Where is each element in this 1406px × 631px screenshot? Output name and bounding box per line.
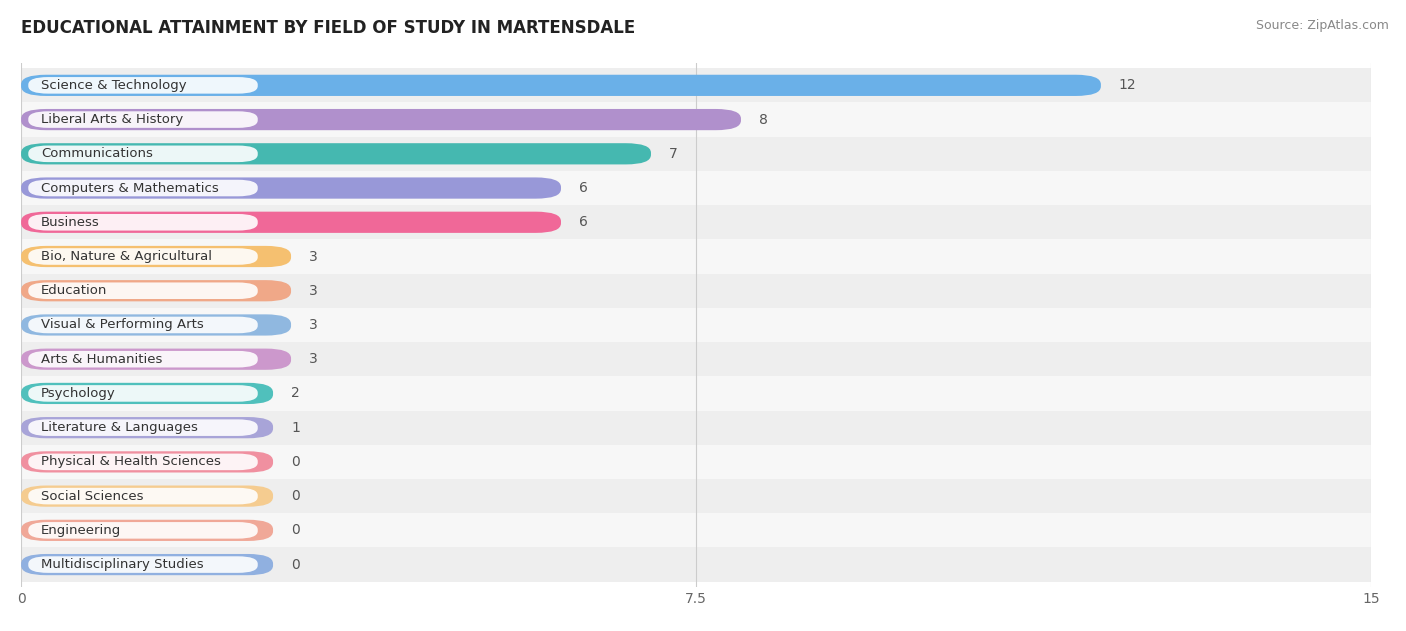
Text: Communications: Communications [41,147,153,160]
Text: Engineering: Engineering [41,524,121,537]
Text: 0: 0 [291,455,299,469]
FancyBboxPatch shape [28,283,257,299]
Bar [21,205,1371,239]
FancyBboxPatch shape [21,74,1101,96]
FancyBboxPatch shape [28,214,257,230]
Text: 6: 6 [579,181,588,195]
Bar [21,411,1371,445]
Text: Multidisciplinary Studies: Multidisciplinary Studies [41,558,204,571]
FancyBboxPatch shape [21,451,273,473]
Bar [21,308,1371,342]
Text: Literature & Languages: Literature & Languages [41,421,198,434]
FancyBboxPatch shape [28,385,257,402]
FancyBboxPatch shape [28,248,257,265]
FancyBboxPatch shape [28,454,257,470]
FancyBboxPatch shape [21,314,291,336]
FancyBboxPatch shape [28,557,257,573]
Bar [21,342,1371,376]
Text: Bio, Nature & Agricultural: Bio, Nature & Agricultural [41,250,212,263]
FancyBboxPatch shape [28,146,257,162]
FancyBboxPatch shape [28,317,257,333]
Bar [21,68,1371,102]
Text: Social Sciences: Social Sciences [41,490,143,503]
FancyBboxPatch shape [21,177,561,199]
Text: Arts & Humanities: Arts & Humanities [41,353,162,366]
Text: 1: 1 [291,421,299,435]
Text: Business: Business [41,216,100,229]
Text: 3: 3 [309,284,318,298]
FancyBboxPatch shape [28,111,257,128]
FancyBboxPatch shape [28,77,257,93]
FancyBboxPatch shape [21,211,561,233]
Text: 0: 0 [291,558,299,572]
FancyBboxPatch shape [21,348,291,370]
FancyBboxPatch shape [21,246,291,267]
Text: Psychology: Psychology [41,387,115,400]
Text: 0: 0 [291,523,299,538]
Text: 3: 3 [309,249,318,264]
FancyBboxPatch shape [28,180,257,196]
FancyBboxPatch shape [28,351,257,367]
FancyBboxPatch shape [21,520,273,541]
Bar [21,137,1371,171]
Text: 3: 3 [309,318,318,332]
FancyBboxPatch shape [28,522,257,539]
Text: 2: 2 [291,386,299,401]
Text: 6: 6 [579,215,588,229]
Text: Source: ZipAtlas.com: Source: ZipAtlas.com [1256,19,1389,32]
FancyBboxPatch shape [28,420,257,436]
Text: Liberal Arts & History: Liberal Arts & History [41,113,183,126]
Bar [21,445,1371,479]
Bar [21,274,1371,308]
Text: 8: 8 [759,112,768,127]
FancyBboxPatch shape [21,554,273,575]
Text: Education: Education [41,284,107,297]
Bar [21,548,1371,582]
Text: 7: 7 [669,147,678,161]
FancyBboxPatch shape [21,143,651,165]
Text: 12: 12 [1119,78,1136,92]
Text: 0: 0 [291,489,299,503]
FancyBboxPatch shape [21,417,273,439]
FancyBboxPatch shape [21,485,273,507]
Text: Computers & Mathematics: Computers & Mathematics [41,182,219,194]
Bar [21,479,1371,513]
Bar [21,513,1371,548]
FancyBboxPatch shape [28,488,257,504]
Text: Visual & Performing Arts: Visual & Performing Arts [41,319,204,331]
Bar [21,102,1371,137]
Bar [21,239,1371,274]
Text: Physical & Health Sciences: Physical & Health Sciences [41,456,221,468]
Text: EDUCATIONAL ATTAINMENT BY FIELD OF STUDY IN MARTENSDALE: EDUCATIONAL ATTAINMENT BY FIELD OF STUDY… [21,19,636,37]
Bar [21,171,1371,205]
Text: 3: 3 [309,352,318,366]
Bar [21,376,1371,411]
Text: Science & Technology: Science & Technology [41,79,187,92]
FancyBboxPatch shape [21,383,273,404]
FancyBboxPatch shape [21,280,291,302]
FancyBboxPatch shape [21,109,741,130]
